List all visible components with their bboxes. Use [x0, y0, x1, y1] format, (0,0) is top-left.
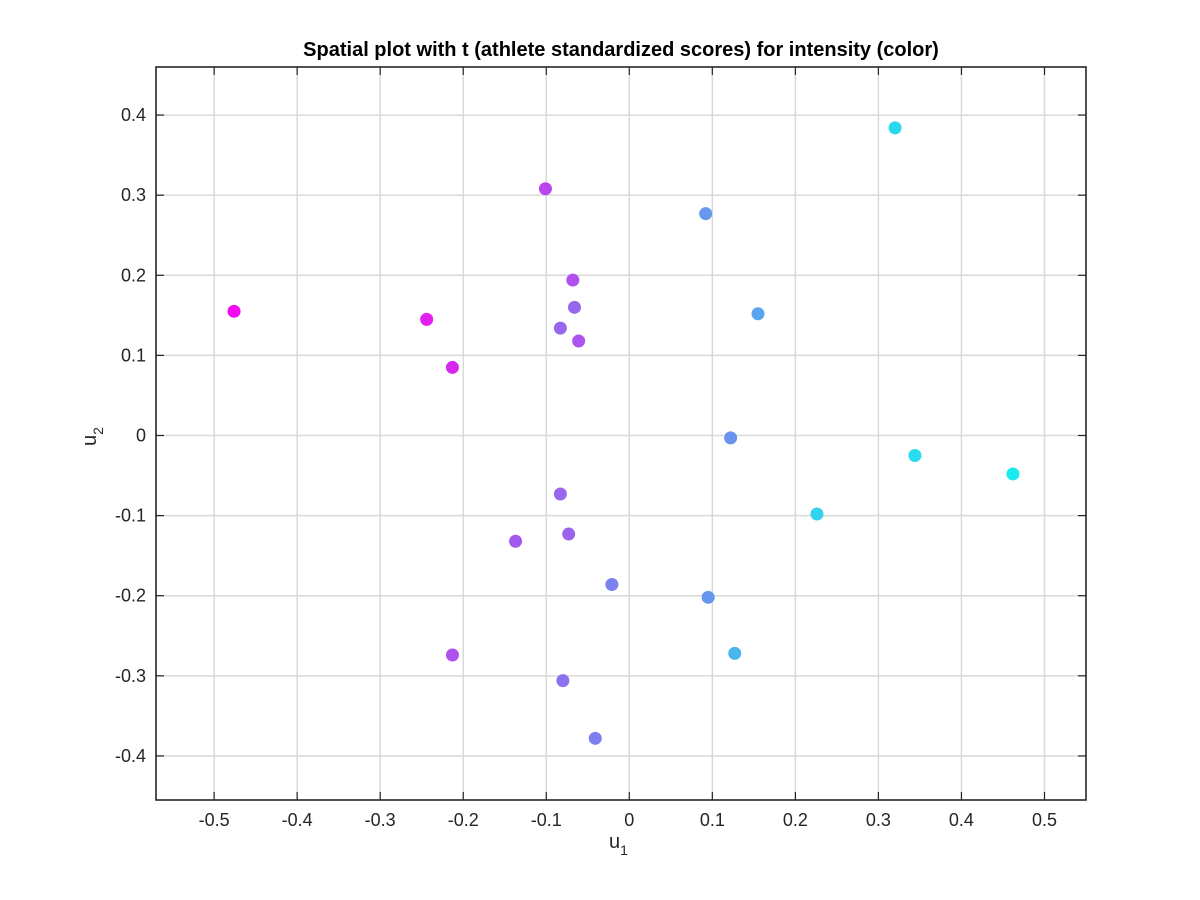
data-point	[724, 431, 738, 445]
y-axis-label-subscript: 2	[90, 427, 106, 435]
data-point	[553, 321, 567, 335]
data-point	[588, 731, 602, 745]
y-tick-label: 0.4	[121, 105, 146, 125]
y-tick-label: 0	[136, 426, 146, 446]
data-point	[908, 449, 922, 463]
y-tick-label: -0.2	[115, 586, 146, 606]
x-tick-label: -0.5	[199, 810, 230, 830]
y-tick-label: -0.3	[115, 666, 146, 686]
x-tick-label: 0	[624, 810, 634, 830]
plot-area-frame	[155, 66, 1087, 801]
data-point	[562, 527, 576, 541]
x-tick-label: 0.1	[700, 810, 725, 830]
data-point	[445, 360, 459, 374]
x-axis-label: u1	[609, 831, 628, 858]
x-tick-label: 0.3	[866, 810, 891, 830]
x-tick-labels: -0.5 -0.4 -0.3 -0.2 -0.1 0 0.1 0.2 0.3 0.4 0.5	[199, 810, 1057, 830]
data-point	[810, 507, 824, 521]
x-tick-label: -0.2	[448, 810, 479, 830]
data-point	[751, 307, 765, 321]
data-point	[572, 334, 586, 348]
data-point	[568, 300, 581, 314]
y-tick-label: 0.3	[121, 185, 146, 205]
data-point	[1006, 467, 1020, 481]
data-point	[605, 578, 619, 592]
x-tick-label: 0.5	[1032, 810, 1057, 830]
data-point	[553, 487, 567, 501]
data-point	[888, 121, 902, 135]
x-tick-label: 0.4	[949, 810, 974, 830]
x-tick-label: -0.4	[282, 810, 313, 830]
axis-ticks	[156, 67, 1086, 800]
x-axis-label-base: u	[609, 831, 620, 853]
data-point	[445, 648, 459, 662]
data-points	[227, 121, 1020, 745]
y-tick-label: 0.1	[121, 345, 146, 365]
data-point	[699, 207, 713, 221]
x-tick-label: -0.1	[531, 810, 562, 830]
data-point	[538, 182, 552, 196]
data-point	[556, 674, 570, 688]
x-axis-label-subscript: 1	[620, 842, 628, 858]
data-point	[728, 646, 742, 660]
data-point	[701, 590, 715, 604]
chart-title: Spatial plot with t (athlete standardize…	[303, 39, 939, 61]
y-axis-label: u2	[79, 427, 106, 446]
data-point	[227, 304, 241, 318]
y-axis-label-base: u	[79, 435, 101, 446]
data-point	[509, 534, 523, 548]
data-point	[566, 273, 580, 287]
y-tick-labels: -0.4 -0.3 -0.2 -0.1 0 0.1 0.2 0.3 0.4	[115, 105, 146, 766]
grid-lines	[156, 67, 1086, 800]
y-tick-label: -0.1	[115, 506, 146, 526]
y-tick-label: 0.2	[121, 265, 146, 285]
data-point	[420, 312, 434, 326]
x-tick-label: 0.2	[783, 810, 808, 830]
y-tick-label: -0.4	[115, 746, 146, 766]
x-tick-label: -0.3	[365, 810, 396, 830]
